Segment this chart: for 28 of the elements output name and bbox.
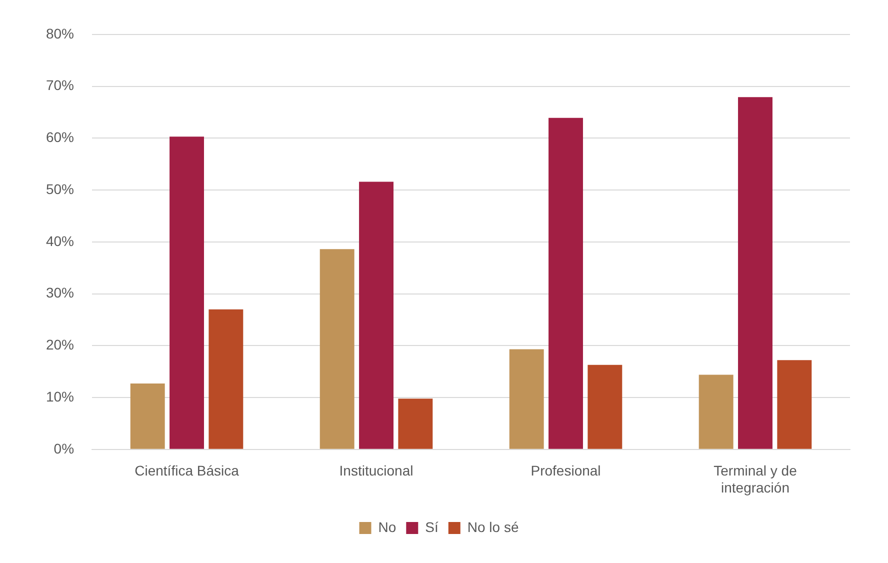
bar xyxy=(738,97,772,449)
bar xyxy=(208,309,244,449)
bar xyxy=(509,349,544,449)
x-tick-label: Científica Básica xyxy=(134,462,240,479)
y-tick-label: 30% xyxy=(46,284,74,301)
legend-label: No xyxy=(378,518,396,535)
legend-label: No lo sé xyxy=(467,518,519,535)
y-tick-label: 80% xyxy=(46,25,74,42)
legend-label: Sí xyxy=(425,518,438,535)
y-tick-label: 50% xyxy=(46,180,74,197)
x-tick-label: Institucional xyxy=(339,462,414,479)
bar xyxy=(320,249,354,449)
bar xyxy=(130,384,165,449)
y-tick-label: 40% xyxy=(46,232,74,249)
bar xyxy=(777,360,812,449)
bar xyxy=(588,364,622,449)
bar xyxy=(698,374,734,449)
bar xyxy=(359,182,394,449)
y-tick-label: 10% xyxy=(46,388,74,404)
bar xyxy=(398,398,433,449)
bar xyxy=(170,136,204,449)
y-tick-label: 60% xyxy=(46,129,74,146)
y-tick-label: 0% xyxy=(54,440,74,456)
y-tick-label: 70% xyxy=(46,77,74,94)
x-tick-label: Profesional xyxy=(530,462,601,479)
x-tick-label: Terminal y de integración xyxy=(714,462,798,496)
bar xyxy=(548,118,583,449)
y-tick-label: 20% xyxy=(46,336,74,353)
